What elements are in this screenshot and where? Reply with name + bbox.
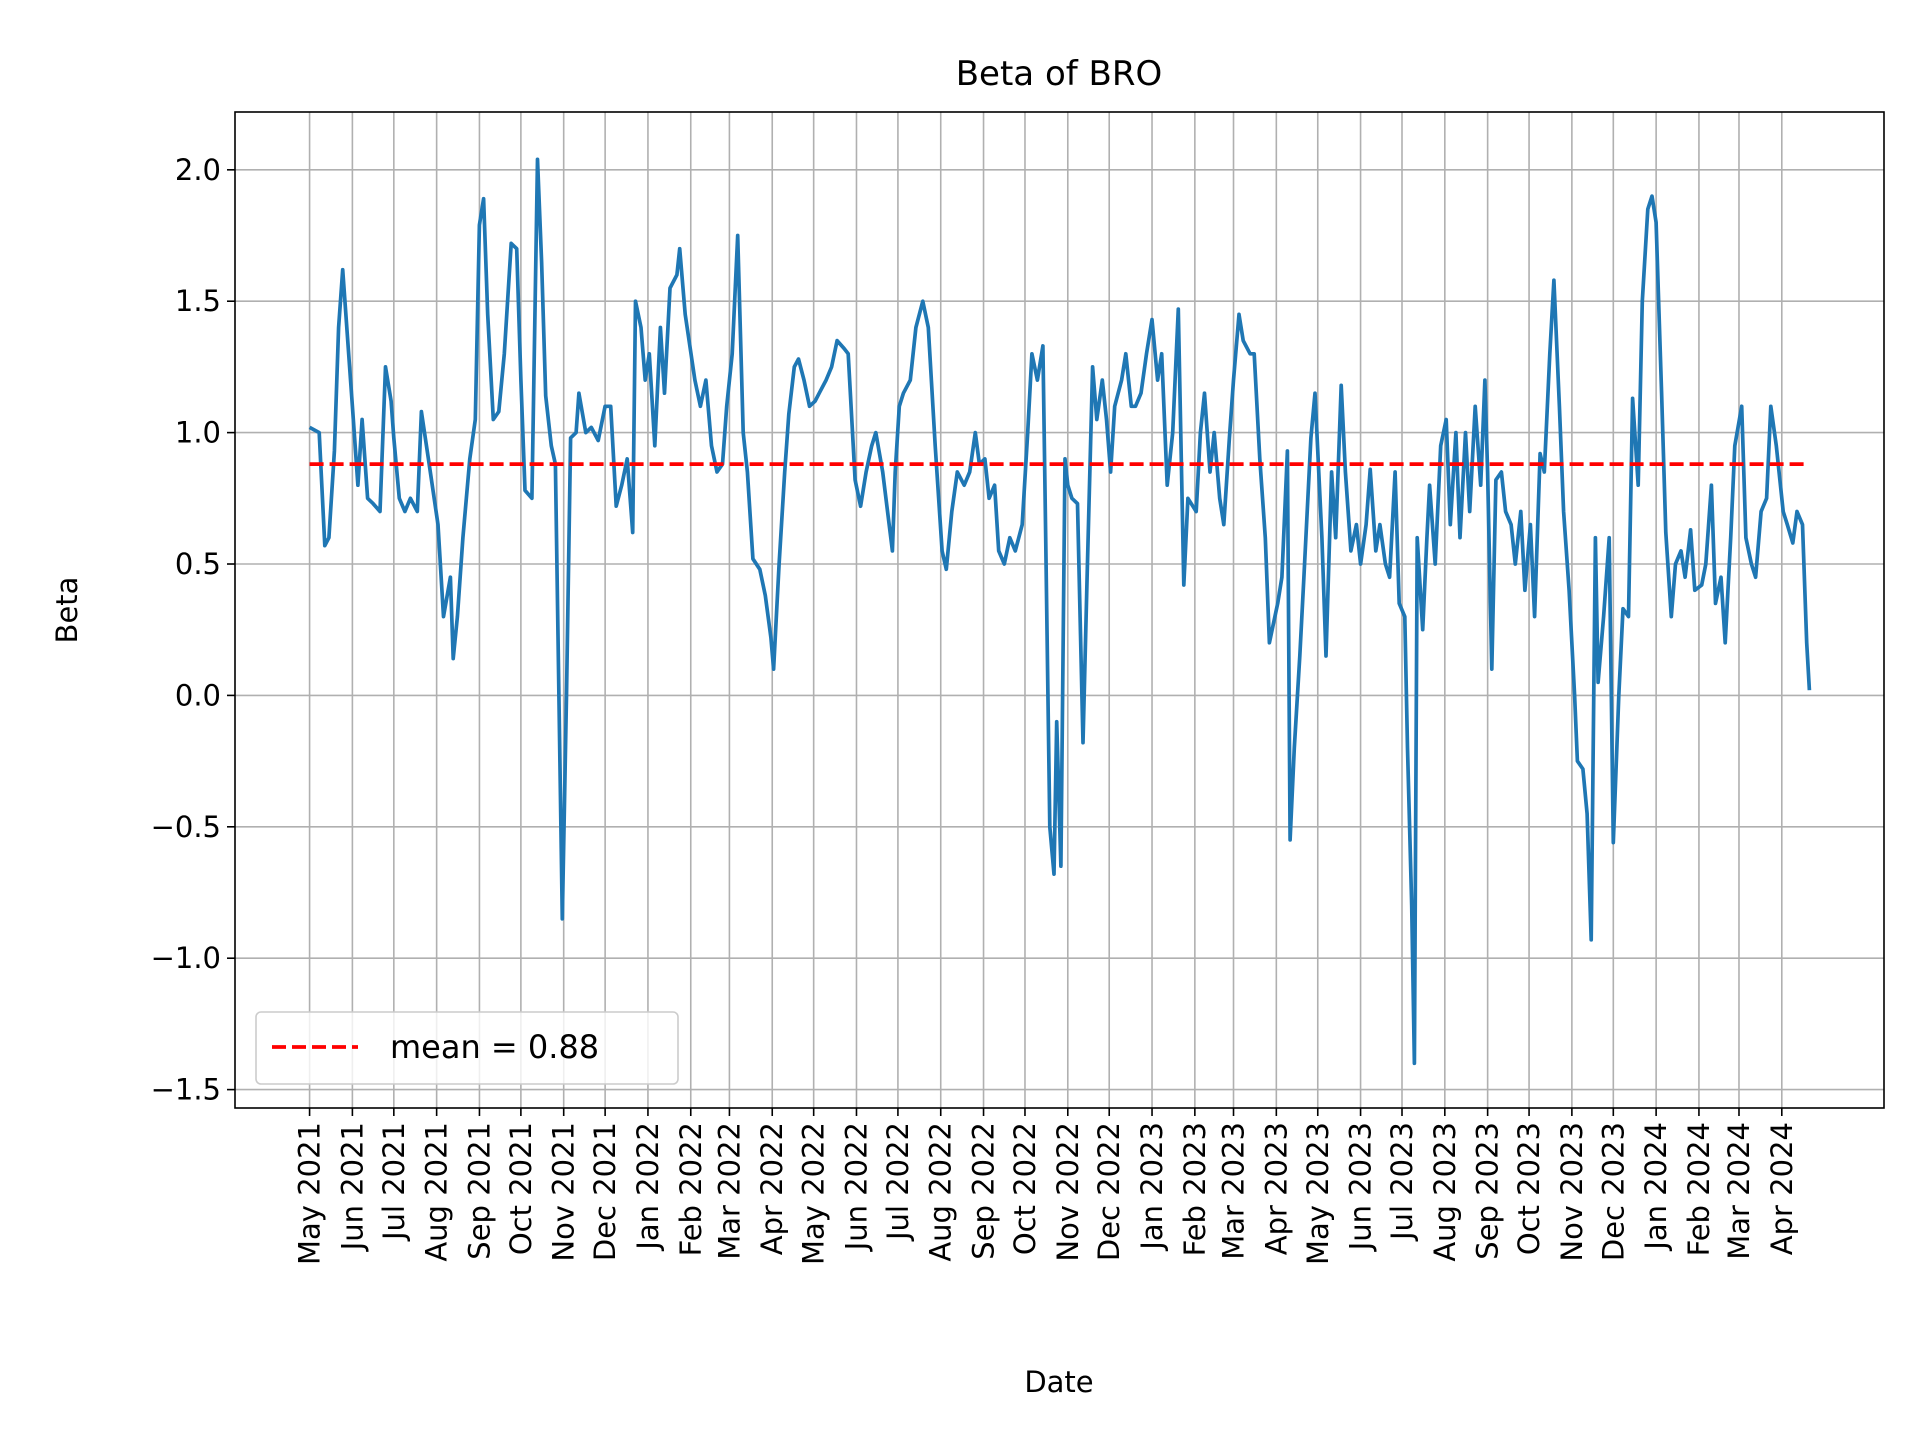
x-tick-label: Oct 2023 xyxy=(1512,1122,1546,1255)
chart-title: Beta of BRO xyxy=(956,54,1163,94)
x-tick-label: Nov 2023 xyxy=(1555,1122,1589,1262)
x-tick-label: Apr 2022 xyxy=(755,1122,789,1255)
plot-area xyxy=(308,157,1812,1066)
x-tick-label: Dec 2023 xyxy=(1596,1122,1630,1261)
x-tick-label: Dec 2022 xyxy=(1092,1122,1126,1261)
x-tick-label: Nov 2021 xyxy=(547,1122,581,1262)
x-axis: May 2021 Jun 2021 Jul 2021 Aug 2021 Sep 2021… xyxy=(293,1108,1799,1265)
x-tick-label: Jan 2024 xyxy=(1639,1122,1673,1252)
y-tick-label: −1.5 xyxy=(151,1073,221,1107)
x-tick-label: Jun 2023 xyxy=(1344,1122,1378,1252)
x-tick-label: Sep 2022 xyxy=(967,1122,1001,1260)
x-tick-label: Apr 2023 xyxy=(1259,1122,1293,1255)
x-tick-label: Jul 2021 xyxy=(377,1122,411,1242)
y-tick-label: −1.0 xyxy=(151,941,221,975)
y-tick-label: 1.5 xyxy=(175,284,221,318)
axes-frame xyxy=(234,111,1885,1109)
x-tick-label: May 2021 xyxy=(293,1122,327,1265)
x-tick-label: Jul 2022 xyxy=(881,1122,915,1242)
legend-mean-label: mean = 0.88 xyxy=(390,1028,599,1066)
x-tick-label: Jul 2023 xyxy=(1385,1122,1419,1242)
x-tick-label: May 2023 xyxy=(1301,1122,1335,1265)
y-tick-label: −0.5 xyxy=(151,810,221,844)
x-tick-label: Feb 2024 xyxy=(1682,1122,1716,1256)
x-tick-label: May 2022 xyxy=(797,1122,831,1265)
y-tick-label: 0.0 xyxy=(175,678,221,712)
x-tick-label: Mar 2024 xyxy=(1722,1122,1756,1260)
x-tick-label: Sep 2021 xyxy=(462,1122,496,1260)
x-tick-label: Jun 2021 xyxy=(335,1122,369,1252)
x-tick-label: Nov 2022 xyxy=(1051,1122,1085,1262)
x-tick-label: Dec 2021 xyxy=(588,1122,622,1261)
x-tick-label: Mar 2022 xyxy=(712,1122,746,1260)
x-tick-label: Apr 2024 xyxy=(1765,1122,1799,1255)
x-tick-label: Mar 2023 xyxy=(1217,1122,1251,1260)
x-tick-label: Jan 2023 xyxy=(1135,1122,1169,1252)
x-tick-label: Aug 2021 xyxy=(420,1122,454,1262)
y-axis: −1.5 −1.0 −0.5 0.0 0.5 1.0 1.5 2.0 xyxy=(151,153,235,1107)
x-tick-label: Oct 2022 xyxy=(1008,1122,1042,1255)
grid-lines xyxy=(235,112,1884,1108)
y-axis-label: Beta xyxy=(50,577,84,644)
x-tick-label: Jun 2022 xyxy=(839,1122,873,1252)
x-tick-label: Jan 2022 xyxy=(631,1122,665,1252)
x-tick-label: Aug 2023 xyxy=(1428,1122,1462,1262)
x-tick-label: Feb 2023 xyxy=(1178,1122,1212,1256)
x-tick-label: Oct 2021 xyxy=(504,1122,538,1255)
y-tick-label: 1.0 xyxy=(175,416,221,450)
beta-series-line xyxy=(308,157,1812,1066)
x-axis-label: Date xyxy=(1024,1365,1093,1399)
legend: mean = 0.88 xyxy=(255,1011,679,1085)
x-tick-label: Aug 2022 xyxy=(924,1122,958,1262)
y-tick-label: 2.0 xyxy=(175,153,221,187)
x-tick-label: Sep 2023 xyxy=(1471,1122,1505,1260)
x-tick-label: Feb 2022 xyxy=(674,1122,708,1256)
legend-box xyxy=(255,1011,679,1085)
y-tick-label: 0.5 xyxy=(175,547,221,581)
